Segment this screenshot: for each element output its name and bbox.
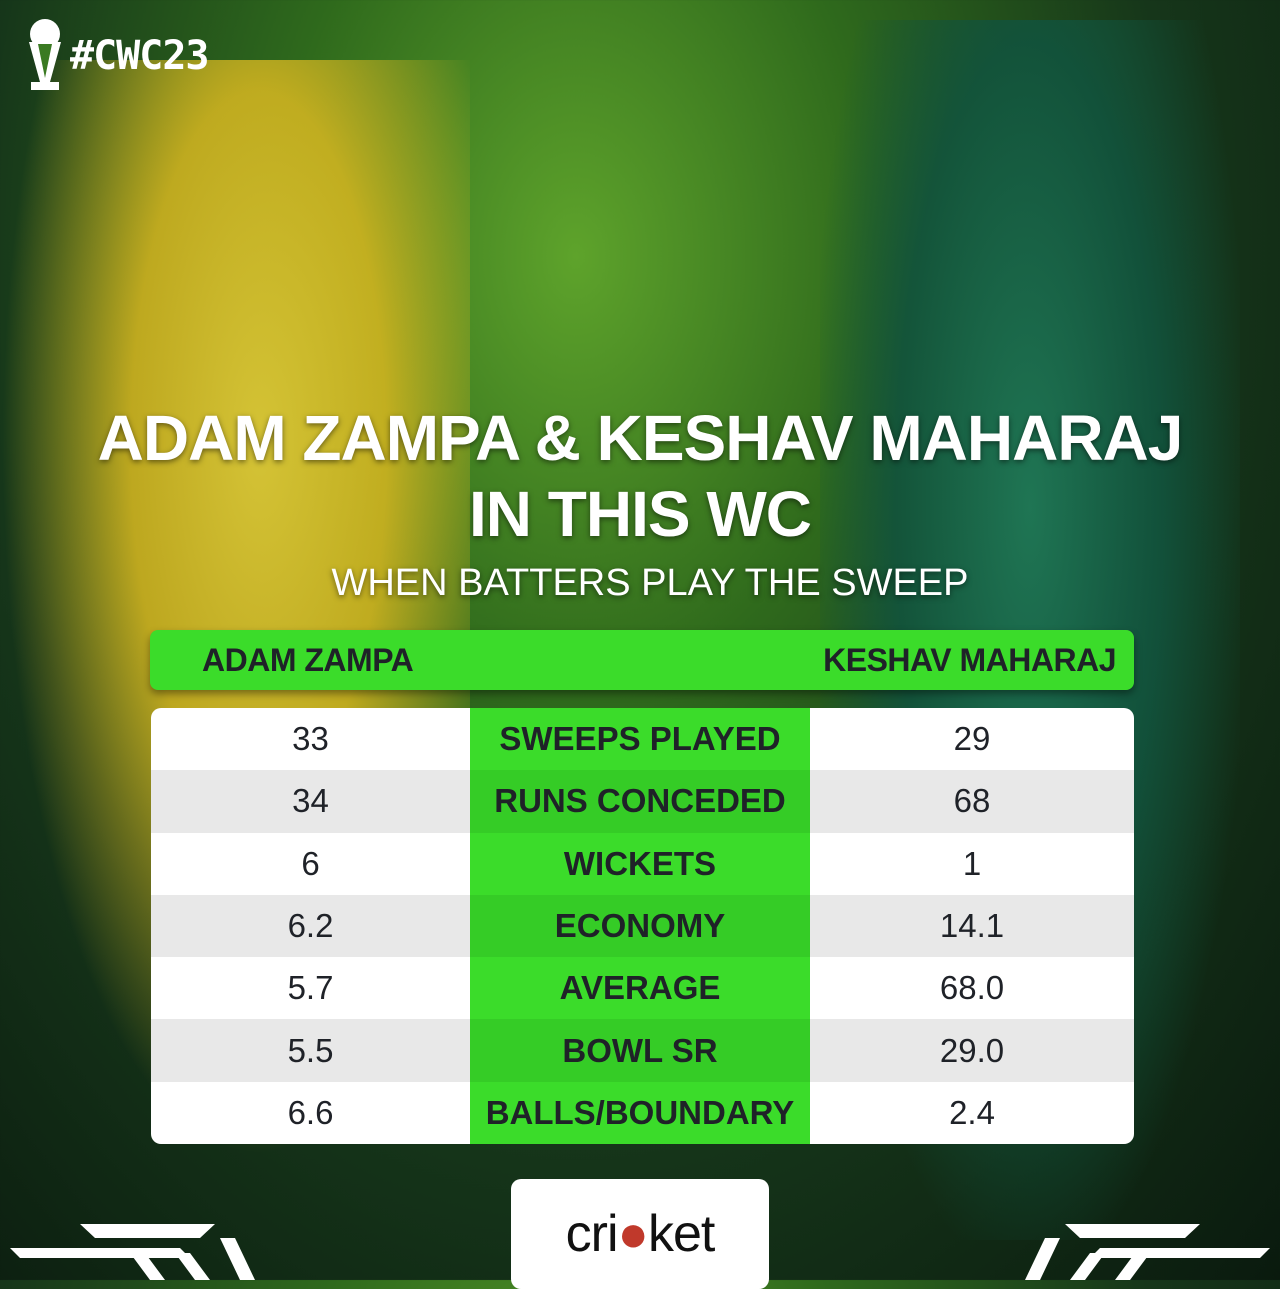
- maharaj-value: 29: [810, 708, 1134, 771]
- zampa-value: 6.6: [151, 1081, 470, 1144]
- maharaj-value: 14.1: [810, 894, 1134, 958]
- page-title: ADAM ZAMPA & KESHAV MAHARAJ IN THIS WC: [0, 400, 1280, 552]
- title-line-1: ADAM ZAMPA & KESHAV MAHARAJ: [97, 402, 1184, 474]
- title-line-2: IN THIS WC: [469, 478, 812, 550]
- zampa-value: 5.5: [151, 1019, 470, 1082]
- logo-text: cri●ket: [565, 1205, 716, 1263]
- stats-table: 33 SWEEPS PLAYED 29 34 RUNS CONCEDED 68 6 WICKE…: [151, 708, 1134, 1144]
- table-row: 6.6 BALLS/BOUNDARY 2.4: [151, 1081, 1134, 1144]
- stat-label: SWEEPS PLAYED: [470, 708, 810, 771]
- ball-icon: ●: [617, 1205, 649, 1263]
- zampa-value: 5.7: [151, 957, 470, 1020]
- subtitle: WHEN BATTERS PLAY THE SWEEP: [331, 562, 969, 604]
- player-header-bar: ADAM ZAMPA KESHAV MAHARAJ: [150, 630, 1134, 690]
- maharaj-value: 29.0: [810, 1019, 1134, 1082]
- table-row: 5.7 AVERAGE 68.0: [151, 957, 1134, 1020]
- header-left-player: ADAM ZAMPA: [202, 641, 414, 678]
- stat-label: BOWL SR: [470, 1019, 810, 1082]
- stat-label: RUNS CONCEDED: [470, 770, 810, 833]
- footer-decoration: [0, 1224, 1280, 1280]
- maharaj-value: 1: [810, 832, 1134, 895]
- cricket-logo: cri●ket: [511, 1179, 769, 1289]
- table-row: 6.2 ECONOMY 14.1: [151, 894, 1134, 958]
- header-right-player: KESHAV MAHARAJ: [823, 641, 1116, 678]
- zampa-value: 34: [151, 770, 470, 833]
- maharaj-value: 68: [810, 770, 1134, 833]
- table-row: 5.5 BOWL SR 29.0: [151, 1019, 1134, 1082]
- zampa-value: 6: [151, 832, 470, 895]
- table-row: 34 RUNS CONCEDED 68: [151, 770, 1134, 833]
- stat-label: BALLS/BOUNDARY: [470, 1081, 810, 1144]
- hashtag: #CWC23: [70, 33, 209, 79]
- table-row: 6 WICKETS 1: [151, 832, 1134, 895]
- zampa-value: 33: [151, 708, 470, 771]
- stat-label: AVERAGE: [470, 957, 810, 1020]
- cwc23-badge: #CWC23: [26, 18, 209, 94]
- zampa-value: 6.2: [151, 894, 470, 958]
- stat-label: WICKETS: [470, 832, 810, 895]
- table-row: 33 SWEEPS PLAYED 29: [151, 708, 1134, 771]
- maharaj-value: 2.4: [810, 1081, 1134, 1144]
- trophy-icon: [29, 19, 61, 90]
- stat-label: ECONOMY: [470, 894, 810, 958]
- maharaj-value: 68.0: [810, 957, 1134, 1020]
